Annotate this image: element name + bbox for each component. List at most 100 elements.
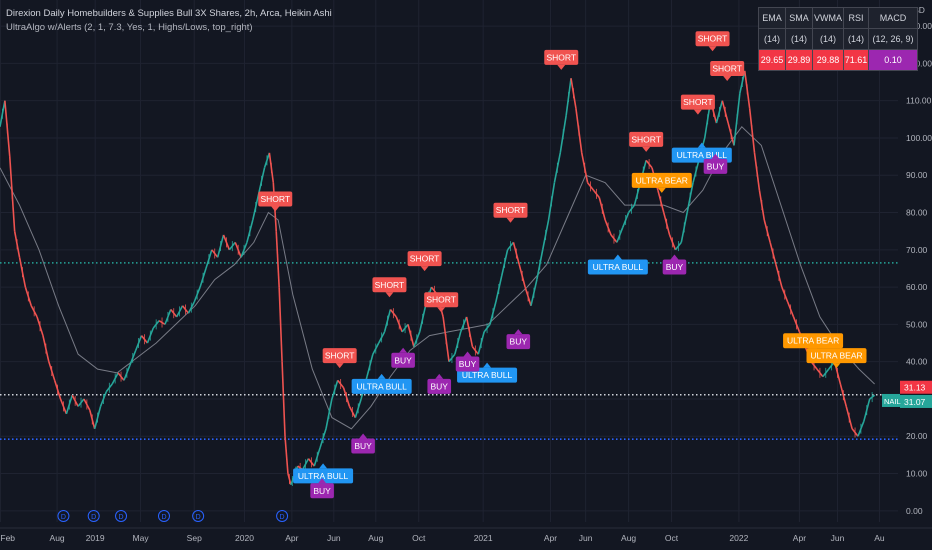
signal-bull: ULTRA BULL [293, 463, 354, 484]
signal-buy: BUY [427, 373, 452, 394]
signal-box [629, 131, 664, 147]
indicator-table-period-row: (14) (14) (14) (14) (12, 26, 9) [758, 28, 918, 50]
signal-box [493, 202, 528, 218]
signal-pointer [399, 347, 408, 353]
signal-bull: ULTRA BULL [351, 373, 412, 394]
signal-pointer [832, 363, 841, 369]
signal-pointer [437, 307, 446, 313]
header-sma: SMA [785, 7, 813, 29]
x-tick-label: Apr [285, 533, 298, 543]
signal-text: SHORT [683, 97, 713, 107]
dividend-letter: D [119, 514, 124, 521]
y-tick-label: 110.00 [906, 96, 932, 106]
signal-short: SHORT [710, 61, 745, 82]
x-tick-label: Apr [544, 533, 557, 543]
x-tick-label: Aug [368, 533, 383, 543]
signal-bear: ULTRA BEAR [806, 348, 867, 369]
dividend-circle [87, 510, 100, 522]
signal-buy: BUY [310, 478, 334, 499]
signal-box [506, 334, 531, 350]
x-tick-label: Aug [50, 533, 65, 543]
dividend-marker: D [157, 510, 170, 522]
grid [0, 0, 898, 522]
price-label-box [900, 380, 932, 394]
value-vwma: 29.88 [812, 49, 844, 71]
indicator-table-value-row: 29.65 29.89 29.88 71.61 0.10 [758, 49, 918, 71]
signal-box [662, 259, 687, 275]
price-series [0, 70, 876, 486]
signal-short: SHORT [629, 131, 664, 152]
y-tick-label: 120.00 [906, 58, 932, 68]
dividend-letter: D [61, 514, 66, 521]
signal-pointer [697, 142, 706, 148]
signal-pointer [506, 217, 515, 223]
indicator-subtitle: UltraAlgo w/Alerts (2, 1, 7.3, Yes, 1, H… [6, 22, 253, 33]
signal-short: SHORT [695, 31, 730, 52]
signal-buy: BUY [455, 351, 480, 372]
x-tick-label: Jun [579, 533, 593, 543]
price-label-text: 31.13 [904, 383, 926, 393]
dividend-marker: D [115, 510, 128, 522]
value-macd: 0.10 [868, 49, 918, 71]
x-tick-label: Jun [831, 533, 845, 543]
signal-text: ULTRA BEAR [810, 351, 862, 361]
period-sma: (14) [785, 28, 813, 50]
signal-box [427, 378, 452, 394]
dividend-circle [157, 510, 170, 522]
y-tick-label: 90.00 [906, 170, 928, 180]
signal-pointer [483, 362, 492, 368]
signal-text: SHORT [496, 205, 526, 215]
signal-text: BUY [707, 161, 725, 171]
y-tick-label: 60.00 [906, 282, 928, 292]
horizontal-levels [0, 262, 898, 441]
signal-box [310, 483, 334, 499]
price-label-box [900, 394, 932, 408]
x-axis: Feb Aug 2019 May Sep 2020 Apr Jun Aug Oct 2021 Apr J… [0, 527, 932, 543]
dividend-marker: D [57, 510, 70, 522]
x-tick-label: Jun [327, 533, 341, 543]
x-tick-label: Oct [412, 533, 426, 543]
signal-text: ULTRA BULL [593, 262, 644, 272]
dividend-marker: D [192, 510, 205, 522]
ticker-label-text: NAIL [884, 397, 901, 406]
signal-text: ULTRA BULL [462, 370, 513, 380]
signal-text: SHORT [410, 254, 440, 264]
signal-pointer [657, 187, 666, 193]
y-tick-label: 70.00 [906, 245, 928, 255]
signal-box [322, 348, 357, 364]
dividend-letter: D [91, 514, 96, 521]
signal-box [587, 259, 648, 275]
signal-bull: ULTRA BULL [587, 254, 648, 275]
signal-box [680, 94, 715, 110]
header-rsi: RSI [843, 7, 869, 29]
y-tick-label: 100.00 [906, 133, 932, 143]
signal-pointer [708, 46, 717, 52]
signal-short: SHORT [424, 292, 459, 313]
signal-buy: BUY [391, 347, 415, 368]
header-vwma: VWMA [812, 7, 844, 29]
signal-pointer [693, 109, 702, 115]
signal-box [351, 378, 412, 394]
dividend-circle [276, 510, 289, 522]
signal-pointer [711, 153, 720, 159]
signal-pointer [463, 351, 472, 357]
signal-pointer [613, 254, 622, 260]
signal-bear: ULTRA BEAR [631, 172, 692, 193]
dividend-letter: D [161, 514, 166, 521]
x-tick-label: 2020 [235, 533, 254, 543]
dividend-circle [115, 510, 128, 522]
signal-box [806, 348, 867, 364]
signal-short: SHORT [258, 191, 293, 212]
signal-box [455, 356, 480, 372]
dividend-marker: D [276, 510, 289, 522]
signal-box [351, 438, 375, 454]
signal-text: ULTRA BULL [677, 150, 728, 160]
moving-average-line [0, 126, 875, 430]
signal-box [372, 277, 407, 293]
signal-text: BUY [510, 337, 528, 347]
signal-text: BUY [666, 262, 684, 272]
x-tick-label: 2021 [474, 533, 493, 543]
period-rsi: (14) [843, 28, 869, 50]
y-tick-label: 50.00 [906, 319, 928, 329]
